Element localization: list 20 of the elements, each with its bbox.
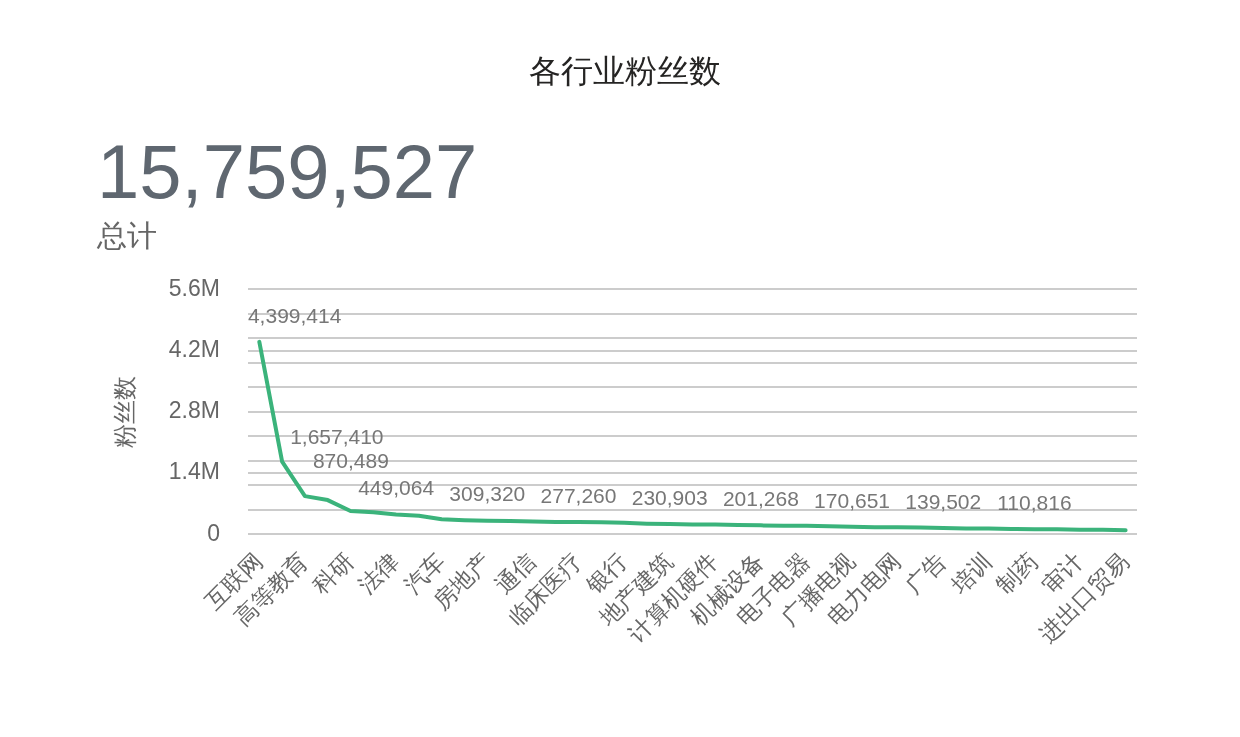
data-label: 309,320 — [449, 482, 526, 506]
data-label: 4,399,414 — [247, 303, 342, 327]
data-label: 110,816 — [997, 491, 1072, 515]
chart-title: 各行业粉丝数 — [528, 53, 721, 90]
data-label: 139,502 — [905, 489, 982, 513]
data-label: 1,657,410 — [290, 424, 384, 448]
data-label: 870,489 — [312, 448, 389, 472]
y-tick-label: 0 — [207, 519, 220, 546]
text: 总计 — [96, 219, 157, 252]
text: 15,759,527 — [97, 129, 478, 214]
data-label: 201,268 — [722, 487, 799, 511]
y-tick-label: 1.4M — [168, 458, 220, 485]
data-label: 170,651 — [814, 488, 891, 512]
y-tick-label: 4.2M — [168, 335, 220, 362]
y-axis-title: 粉丝数 — [111, 375, 139, 448]
data-label: 277,260 — [540, 483, 617, 507]
data-label: 449,064 — [358, 476, 435, 500]
y-tick-label: 2.8M — [168, 397, 220, 424]
y-tick-label: 5.6M — [168, 274, 220, 301]
data-label: 230,903 — [631, 485, 708, 509]
